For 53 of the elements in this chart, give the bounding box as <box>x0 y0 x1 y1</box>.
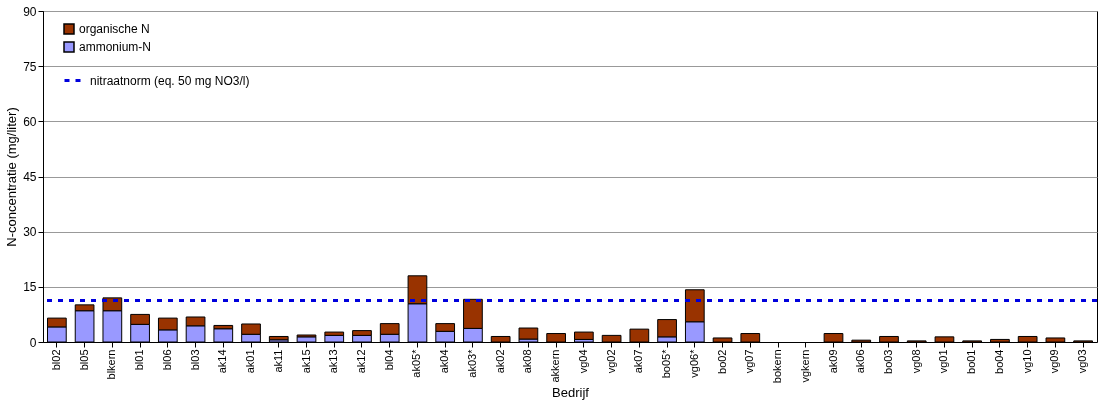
y-tick-label: 15 <box>23 280 37 295</box>
x-tick-label: bl03 <box>188 349 201 371</box>
bar <box>518 327 539 340</box>
legend-label: organische N <box>79 22 150 36</box>
x-tick-label: bl04 <box>382 349 395 371</box>
x-tick-label: bo02 <box>715 349 728 374</box>
x-tick-label: ak11 <box>271 349 284 373</box>
x-tick-label: akkern <box>549 349 562 383</box>
x-tick-label: vg02 <box>604 349 617 374</box>
x-tick-label: vg03 <box>1076 349 1089 374</box>
x-tick-label: ak13 <box>327 349 340 374</box>
x-tick-label: ak03* <box>465 348 478 378</box>
x-tick-label: ak14 <box>216 349 229 374</box>
y-tick-label: 45 <box>23 170 37 184</box>
x-tick-label: bl06 <box>160 349 173 371</box>
bar <box>268 335 289 341</box>
legend-label: ammonium-N <box>79 40 152 54</box>
x-tick-label: ak05* <box>410 348 423 378</box>
x-tick-label: ak06 <box>854 349 867 374</box>
x-tick-label: vg08 <box>909 349 922 374</box>
y-tick-label: 60 <box>23 114 37 129</box>
x-tick-label: blkern <box>105 349 118 380</box>
x-tick-label: ak12 <box>354 349 367 374</box>
x-tick-label: bl01 <box>133 349 146 371</box>
x-tick-label: vg01 <box>937 349 950 374</box>
x-tick-label: vg07 <box>743 349 756 374</box>
x-tick-label: vg06* <box>687 348 700 378</box>
x-tick-label: bo04 <box>992 349 1005 374</box>
x-tick-label: ak09 <box>826 349 839 374</box>
x-tick-label: vgkern <box>798 349 811 383</box>
x-tick-label: bokern <box>771 349 784 384</box>
x-axis-title: Bedrijf <box>552 385 590 401</box>
x-tick-label: bl02 <box>49 349 62 371</box>
y-axis-title: N-concentratie (mg/liter) <box>4 107 20 247</box>
y-tick-label: 75 <box>23 59 37 74</box>
x-tick-label: ak02 <box>493 349 506 374</box>
bar <box>574 331 594 340</box>
x-tick-label: bo03 <box>881 349 894 374</box>
x-tick-label: ak01 <box>244 349 257 374</box>
x-tick-label: ak15 <box>299 349 312 374</box>
x-tick-label: vg10 <box>1020 349 1033 374</box>
legend-label: nitraatnorm (eq. 50 mg NO3/l) <box>90 73 250 88</box>
x-tick-label: bl05 <box>77 349 90 371</box>
x-tick-label: ak04 <box>438 349 451 374</box>
x-tick-label: vg09 <box>1048 349 1061 374</box>
x-tick-label: bo05* <box>660 348 673 379</box>
x-tick-label: bo01 <box>965 349 978 374</box>
x-tick-label: ak07 <box>632 349 645 374</box>
x-tick-label: vg04 <box>576 349 589 374</box>
y-tick-label: 30 <box>23 225 37 240</box>
y-tick-label: 90 <box>23 4 37 19</box>
x-tick-label: ak08 <box>521 349 534 374</box>
y-tick-label: 0 <box>29 335 37 350</box>
